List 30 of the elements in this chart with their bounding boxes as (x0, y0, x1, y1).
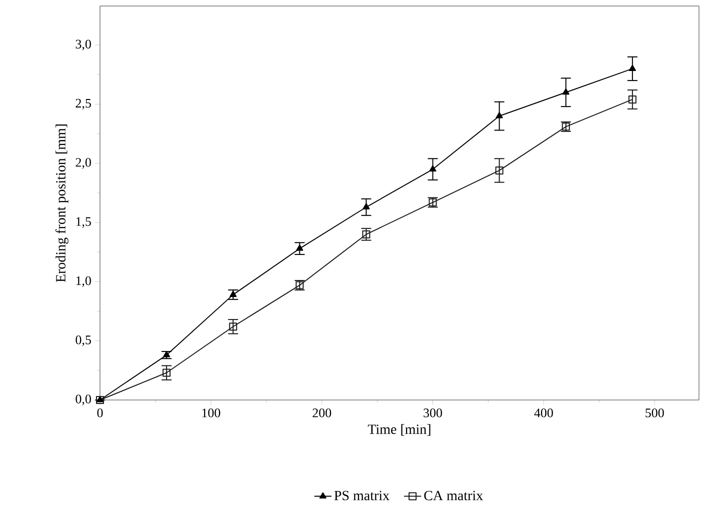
y-tick-label: 1,0 (76, 276, 91, 288)
x-tick-label: 100 (202, 408, 220, 418)
y-tick-label: 2,0 (76, 158, 91, 169)
x-tick-label: 500 (646, 408, 664, 418)
y-tick-label: 0,5 (76, 336, 91, 346)
point (628, 95, 636, 104)
point (562, 88, 570, 95)
point (628, 64, 636, 71)
point (229, 322, 238, 331)
point (429, 165, 436, 172)
y-tick-label: 2,5 (76, 98, 91, 110)
x-tick-label: 200 (312, 408, 332, 418)
legend-label: CA matrix (424, 490, 483, 500)
y-tick-label: 0,0 (76, 394, 91, 406)
point (162, 368, 171, 377)
y-tick-label: 1,5 (76, 217, 91, 228)
point (296, 244, 304, 251)
point (362, 230, 370, 238)
point (495, 166, 504, 174)
x-axis-title: Time [min] (368, 424, 430, 436)
x-tick-label: 400 (534, 408, 553, 418)
x-tick-label: 0 (97, 408, 103, 418)
point (163, 351, 170, 358)
x-tick-label: 300 (424, 408, 442, 418)
point (496, 112, 503, 118)
legend-label: PS matrix (334, 490, 390, 500)
point (362, 203, 370, 210)
y-axis-title: Eroding front position [mm] (55, 124, 68, 282)
y-tick-label: 3,0 (76, 40, 91, 50)
point (230, 290, 237, 297)
